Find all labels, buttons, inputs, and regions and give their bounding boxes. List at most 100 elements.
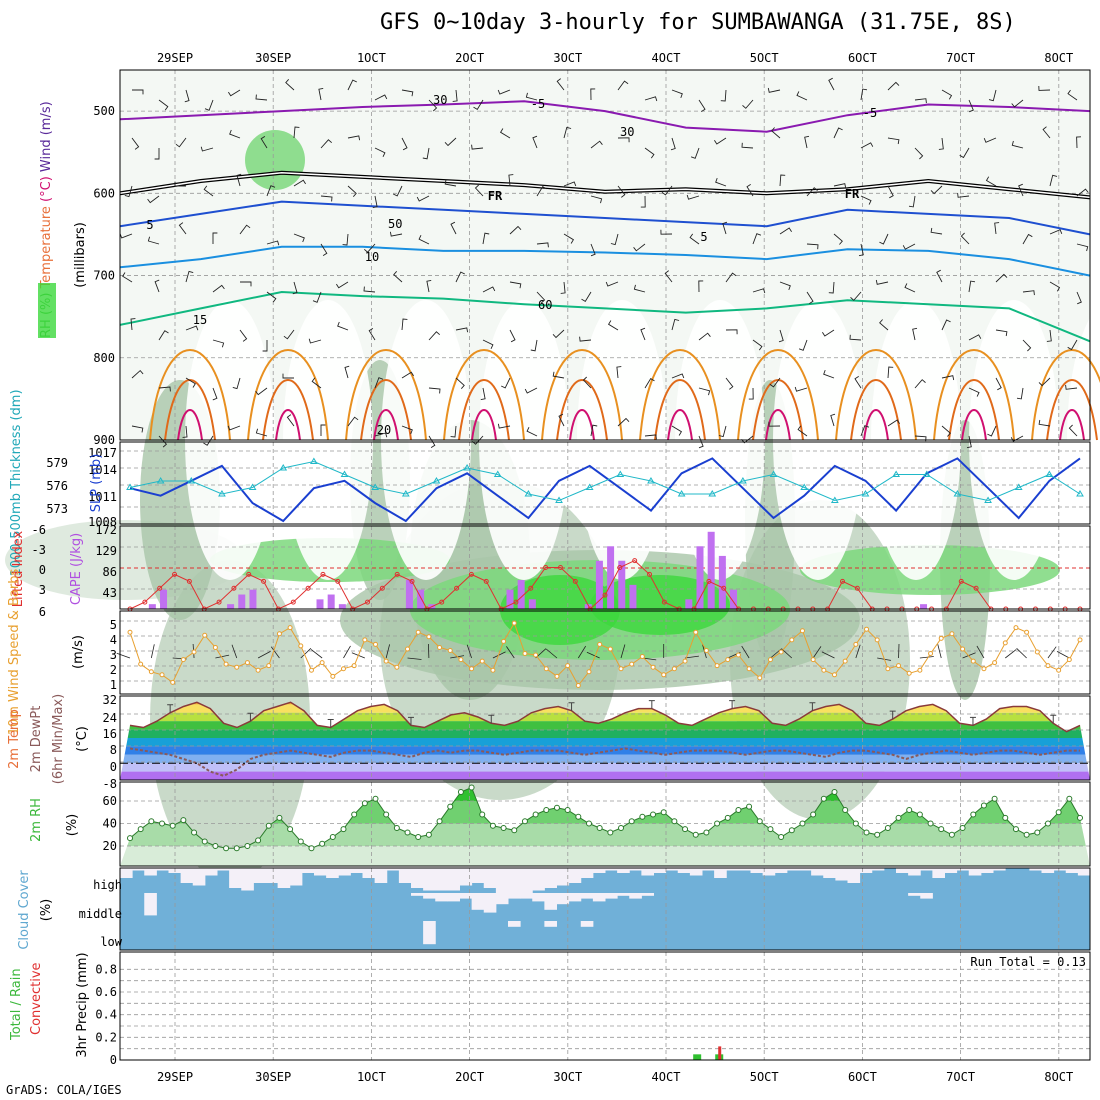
rh-marker bbox=[756, 818, 763, 825]
wind-speed-marker bbox=[703, 647, 709, 653]
wind-barb bbox=[806, 187, 818, 197]
temp-maxmin-whisker bbox=[809, 702, 816, 711]
cloud-cell-high bbox=[665, 868, 679, 871]
wind-speed-marker bbox=[148, 669, 154, 675]
wind-barb bbox=[363, 286, 376, 293]
wind-barb bbox=[806, 291, 814, 304]
precip-left-label-2: Convective bbox=[29, 962, 44, 1035]
cloud-cell-middle bbox=[592, 893, 606, 902]
wind-speed-marker bbox=[565, 663, 571, 669]
isotherm-25 bbox=[850, 379, 902, 441]
wind-speed-marker bbox=[362, 637, 368, 643]
cape-bar bbox=[338, 604, 346, 609]
rh-marker bbox=[511, 827, 518, 834]
cloud-cell-high bbox=[362, 868, 376, 878]
thickness-marker bbox=[493, 470, 502, 477]
cloud-cell-high bbox=[132, 868, 145, 871]
temp-maxmin-whisker bbox=[488, 714, 495, 724]
isotherm-25 bbox=[458, 379, 510, 441]
wind-barb bbox=[444, 137, 457, 147]
rh-marker bbox=[692, 831, 699, 838]
wind-barb bbox=[1022, 233, 1033, 245]
precip-convective-bar bbox=[718, 1046, 722, 1060]
thickness-marker bbox=[800, 483, 809, 490]
rh-marker bbox=[767, 826, 774, 833]
cloud-cell-high bbox=[774, 868, 788, 873]
wind-barb bbox=[995, 329, 1008, 337]
rh-marker bbox=[521, 818, 528, 825]
temp-tick-label: 8 bbox=[110, 743, 117, 757]
wind-barb bbox=[293, 126, 300, 139]
lifted-index-marker bbox=[572, 578, 578, 584]
wind-barb bbox=[768, 421, 781, 427]
wind-barb bbox=[968, 99, 974, 113]
slp-tick-label: 1017 bbox=[88, 446, 117, 460]
wind-barb bbox=[374, 147, 386, 157]
wind-barb bbox=[860, 195, 872, 205]
wind-speed-marker bbox=[138, 661, 144, 667]
surface-wind-barb bbox=[1016, 648, 1027, 659]
rh-marker bbox=[297, 838, 304, 845]
wind-speed-marker bbox=[885, 666, 891, 672]
x-tick-label-bottom: 6OCT bbox=[848, 1070, 877, 1084]
rh-marker bbox=[788, 827, 795, 834]
panel-frame bbox=[119, 69, 1091, 441]
cape-tick-label: 43 bbox=[103, 586, 117, 600]
wind-barb bbox=[130, 318, 136, 331]
rh-marker bbox=[1077, 814, 1083, 821]
rh-marker bbox=[1023, 831, 1030, 838]
wind-barb bbox=[563, 126, 572, 139]
wind-barb bbox=[741, 142, 754, 149]
rh-marker bbox=[575, 813, 582, 820]
surface-wind-barb bbox=[812, 646, 822, 659]
wind-barb bbox=[1011, 140, 1024, 149]
cloud-row-label: low bbox=[100, 935, 122, 949]
wind-barb bbox=[725, 377, 734, 390]
wind-barb bbox=[664, 270, 673, 283]
isotherm-30 bbox=[1059, 409, 1085, 441]
x-tick-label-top: 3OCT bbox=[553, 51, 582, 65]
thickness-marker bbox=[555, 496, 563, 503]
cloud-cell-high bbox=[447, 868, 460, 891]
lifted-index-marker bbox=[557, 565, 563, 570]
rh-marker bbox=[746, 803, 753, 810]
cloud-cell-high bbox=[556, 868, 570, 886]
surface-wind-barb bbox=[586, 651, 600, 659]
wind-barb bbox=[850, 291, 862, 301]
x-tick-label-bottom: 8OCT bbox=[1044, 1070, 1073, 1084]
temp-maxmin-whisker bbox=[327, 719, 334, 728]
rh-marker bbox=[703, 829, 710, 836]
wind-barb bbox=[482, 339, 494, 349]
wind-barb bbox=[1049, 174, 1058, 187]
wind-barb bbox=[536, 185, 547, 197]
wind-barb bbox=[828, 77, 835, 91]
wind-barb bbox=[670, 137, 676, 151]
thickness-marker bbox=[1014, 483, 1023, 490]
isotherm-30 bbox=[275, 409, 301, 441]
cloud-cell-high bbox=[677, 868, 691, 873]
rh-marker bbox=[265, 822, 272, 829]
rh-marker bbox=[799, 820, 806, 827]
cloud-unit-label: (%) bbox=[39, 899, 54, 922]
wind-barb bbox=[530, 339, 538, 352]
wind-speed-marker bbox=[522, 651, 528, 657]
isotherm-label: 5 bbox=[700, 230, 707, 244]
wind-speed-marker bbox=[490, 667, 496, 673]
isotherm-20 bbox=[737, 349, 819, 441]
rh-marker bbox=[1002, 814, 1009, 821]
rh-marker bbox=[383, 811, 390, 818]
rh-marker bbox=[169, 822, 176, 829]
run-total-label: Run Total = 0.13 bbox=[970, 955, 1086, 969]
slp-tick-label: 1008 bbox=[88, 515, 117, 529]
wind-speed-marker bbox=[159, 672, 165, 678]
pressure-axis-label: (millibars) bbox=[73, 222, 88, 288]
temp-maxmin-whisker bbox=[969, 716, 976, 726]
rh-marker bbox=[340, 826, 347, 833]
wind-barb bbox=[720, 89, 727, 102]
rh-marker bbox=[639, 813, 646, 820]
cape-bar bbox=[327, 594, 335, 609]
cape-tick-label: 86 bbox=[103, 565, 117, 579]
wind-barb bbox=[428, 435, 436, 448]
rh-marker bbox=[201, 838, 208, 845]
cape-bar bbox=[528, 599, 536, 609]
